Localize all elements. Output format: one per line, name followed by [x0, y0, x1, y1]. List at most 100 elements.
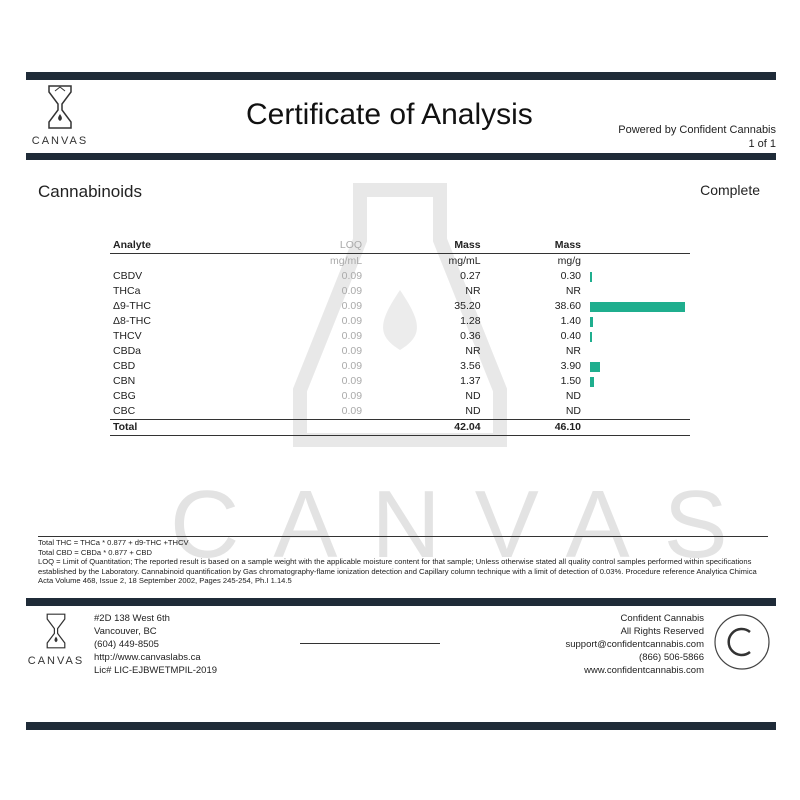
- mass-mgml: 3.56: [460, 360, 481, 372]
- cc-contact: Confident Cannabis All Rights Reserved s…: [565, 612, 704, 677]
- mass-mgg: 38.60: [554, 300, 581, 312]
- table-row: CBDV 0.09 0.27 0.30: [110, 269, 690, 284]
- cc-phone: (866) 506-5866: [639, 652, 704, 663]
- section-title: Cannabinoids: [38, 182, 142, 201]
- cannabinoids-table: Analyte LOQ Mass Mass mg/mL mg/mL mg/g CBDV 0.…: [110, 238, 690, 436]
- table-row: Δ9-THC 0.09 35.20 38.60: [110, 299, 690, 314]
- mass-mgml: NR: [465, 285, 481, 297]
- mass-mgml: 1.37: [460, 375, 481, 387]
- analyte: Δ8-THC: [113, 315, 151, 327]
- hourglass-icon: [48, 85, 72, 129]
- total-row: Total 42.04 46.10: [110, 419, 690, 436]
- canvas-logo: CANVAS: [30, 84, 90, 147]
- table-row: CBN 0.09 1.37 1.50: [110, 374, 690, 389]
- col-mass-mgml: Mass: [365, 238, 484, 254]
- powered-by: Powered by Confident Cannabis: [618, 124, 776, 136]
- top-bar: [26, 72, 776, 80]
- mass-mgml: 0.36: [460, 330, 481, 342]
- unit-mgg: mg/g: [557, 255, 581, 267]
- mass-bar: [590, 331, 592, 342]
- table-row: THCV 0.09 0.36 0.40: [110, 329, 690, 344]
- mass-mgml: 35.20: [454, 300, 481, 312]
- mass-mgml: NR: [465, 345, 481, 357]
- mass-mgg: ND: [565, 390, 581, 402]
- footer-canvas-logo: CANVAS: [26, 612, 86, 667]
- cc-website[interactable]: www.confidentcannabis.com: [584, 665, 704, 676]
- watermark-flask-icon: [293, 183, 507, 447]
- table-row: CBD 0.09 3.56 3.90: [110, 359, 690, 374]
- analyte: CBG: [113, 390, 136, 402]
- mass-bar: [590, 316, 594, 327]
- mass-bar: [590, 271, 592, 282]
- note-total-cbd: Total CBD = CBDa * 0.877 + CBD: [38, 547, 152, 557]
- loq: 0.09: [341, 390, 363, 402]
- table-row: Δ8-THC 0.09 1.28 1.40: [110, 314, 690, 329]
- notes: Total THC = THCa * 0.877 + d9-THC +THCV …: [38, 538, 768, 586]
- mass-mgg: 1.40: [560, 315, 581, 327]
- confident-cannabis-seal-icon: [714, 614, 770, 670]
- mass-mgml: ND: [465, 390, 481, 402]
- lab-address: #2D 138 West 6th Vancouver, BC (604) 449…: [94, 612, 217, 677]
- mass-mgg: 1.50: [560, 375, 581, 387]
- loq: 0.09: [341, 405, 363, 417]
- mass-mgml: ND: [465, 405, 481, 417]
- total-mgg: 46.10: [483, 419, 584, 436]
- mass-mgg: 3.90: [560, 360, 581, 372]
- mass-bar: [590, 301, 685, 312]
- analyte: CBDV: [113, 270, 143, 282]
- mass-mgml: 1.28: [460, 315, 481, 327]
- col-mass-mgg: Mass: [483, 238, 584, 254]
- analyte: CBC: [113, 405, 136, 417]
- loq: 0.09: [341, 330, 363, 342]
- hourglass-icon: [46, 613, 66, 649]
- unit-loq: mg/mL: [330, 255, 363, 267]
- loq: 0.09: [341, 360, 363, 372]
- loq: 0.09: [341, 285, 363, 297]
- table-row: THCa 0.09 NR NR: [110, 284, 690, 299]
- phone: (604) 449-8505: [94, 639, 159, 650]
- loq: 0.09: [341, 375, 363, 387]
- notes-rule: [38, 536, 768, 537]
- mass-mgg: NR: [565, 345, 581, 357]
- total-label: Total: [110, 419, 247, 436]
- section-status: Complete: [700, 182, 760, 198]
- note-total-thc: Total THC = THCa * 0.877 + d9-THC +THCV: [38, 538, 189, 547]
- mass-mgg: ND: [565, 405, 581, 417]
- table-row: CBG 0.09 ND ND: [110, 389, 690, 404]
- note-loq: LOQ = Limit of Quantitation; The reporte…: [38, 557, 757, 585]
- rights: All Rights Reserved: [620, 626, 704, 637]
- license: Lic# LIC-EJBWETMPIL-2019: [94, 665, 218, 676]
- analyte: THCV: [113, 330, 142, 342]
- table-row: CBC 0.09 ND ND: [110, 404, 690, 420]
- analyte: Δ9-THC: [113, 300, 151, 312]
- analyte: CBN: [113, 375, 136, 387]
- website-link[interactable]: http://www.canvaslabs.ca: [94, 652, 201, 663]
- mass-mgml: 0.27: [460, 270, 481, 282]
- table-row: CBDa 0.09 NR NR: [110, 344, 690, 359]
- analyte: THCa: [113, 285, 141, 297]
- footer-top-bar: [26, 598, 776, 606]
- watermark: CANVAS: [170, 471, 762, 578]
- mass-mgg: 0.30: [560, 270, 581, 282]
- page-title: Certificate of Analysis: [246, 98, 533, 131]
- mass-mgg: 0.40: [560, 330, 581, 342]
- mass-mgg: NR: [565, 285, 581, 297]
- mass-bar: [590, 361, 600, 372]
- city: Vancouver, BC: [94, 626, 157, 637]
- support-email[interactable]: support@confidentcannabis.com: [565, 639, 704, 650]
- analyte: CBD: [113, 360, 136, 372]
- mass-bar: [590, 376, 594, 387]
- header-bottom-bar: [26, 153, 776, 160]
- col-analyte: Analyte: [110, 238, 247, 254]
- cc-name: Confident Cannabis: [620, 613, 704, 624]
- loq: 0.09: [341, 300, 363, 312]
- unit-mgml: mg/mL: [448, 255, 481, 267]
- bottom-bar: [26, 722, 776, 730]
- address-line: #2D 138 West 6th: [94, 613, 170, 624]
- analyte: CBDa: [113, 345, 142, 357]
- loq: 0.09: [341, 345, 363, 357]
- page-number: 1 of 1: [748, 138, 776, 150]
- signature-line: [300, 643, 440, 644]
- total-mgml: 42.04: [365, 419, 484, 436]
- loq: 0.09: [341, 270, 363, 282]
